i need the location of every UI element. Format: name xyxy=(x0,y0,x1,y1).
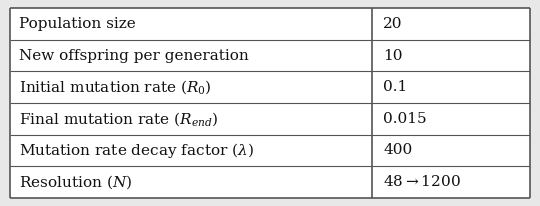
Bar xyxy=(10,135,372,166)
Text: 0.015: 0.015 xyxy=(383,112,427,126)
Bar xyxy=(10,103,372,135)
Bar xyxy=(10,166,372,198)
Bar xyxy=(372,40,530,71)
Text: 10: 10 xyxy=(383,49,403,63)
Bar xyxy=(372,103,530,135)
Text: 0.1: 0.1 xyxy=(383,80,408,94)
Text: 400: 400 xyxy=(383,143,413,157)
Text: New offspring per generation: New offspring per generation xyxy=(19,49,249,63)
Bar xyxy=(372,8,530,40)
Bar xyxy=(372,135,530,166)
Bar xyxy=(10,71,372,103)
Text: $48 \rightarrow 1200$: $48 \rightarrow 1200$ xyxy=(383,174,461,190)
Bar xyxy=(372,71,530,103)
Text: Initial mutation rate ($R_0$): Initial mutation rate ($R_0$) xyxy=(19,78,212,96)
Bar xyxy=(10,8,372,40)
Bar xyxy=(372,166,530,198)
Text: Population size: Population size xyxy=(19,17,136,31)
Text: Resolution ($N$): Resolution ($N$) xyxy=(19,173,132,191)
Bar xyxy=(10,40,372,71)
Text: Final mutation rate ($R_{end}$): Final mutation rate ($R_{end}$) xyxy=(19,110,219,128)
Text: 20: 20 xyxy=(383,17,403,31)
Text: Mutation rate decay factor ($\lambda$): Mutation rate decay factor ($\lambda$) xyxy=(19,141,254,160)
